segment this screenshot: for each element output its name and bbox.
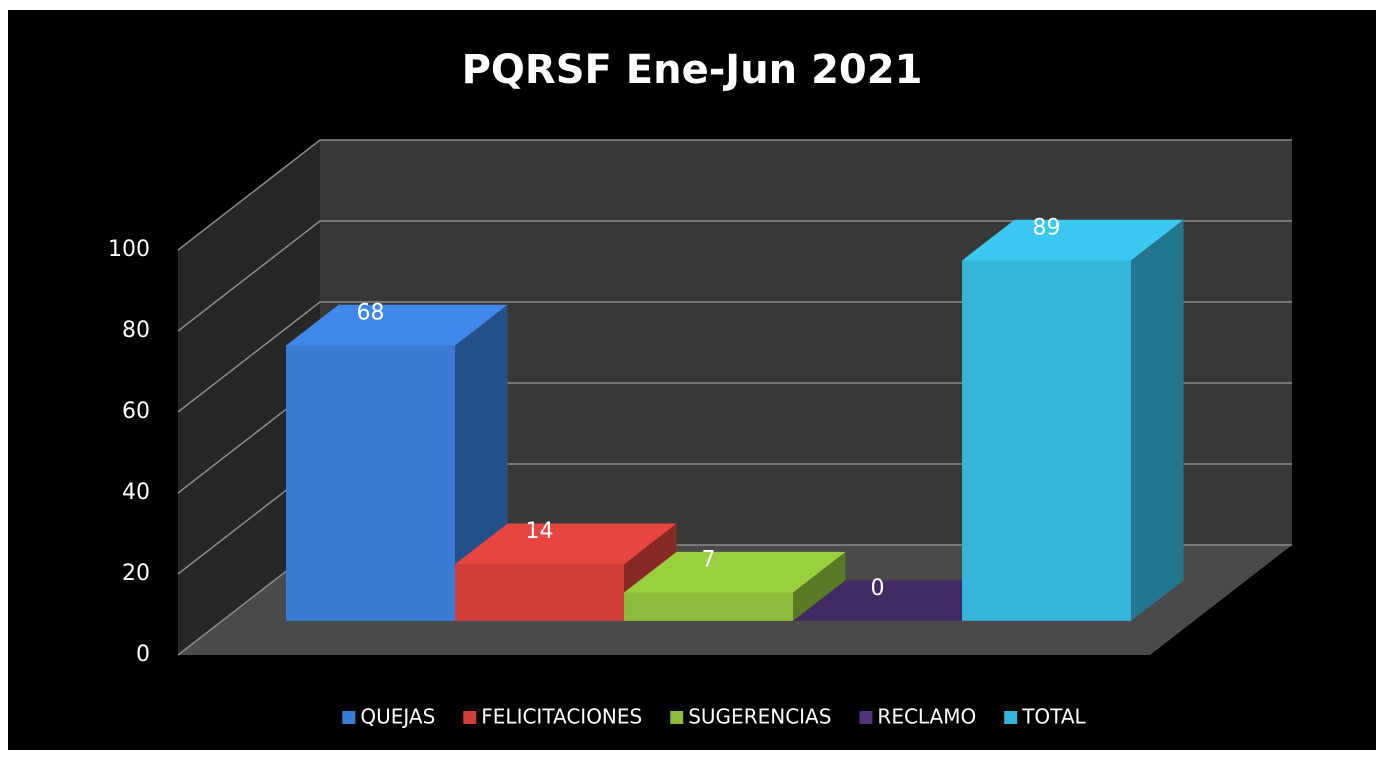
left-wall (178, 140, 320, 655)
bar (793, 580, 1015, 621)
value-label: 89 (1033, 215, 1061, 240)
bar (455, 523, 677, 621)
legend-label: RECLAMO (877, 705, 976, 729)
y-tick-label: 100 (108, 237, 150, 262)
bar (624, 551, 846, 621)
grid-line (177, 139, 1292, 251)
legend-marker (670, 711, 684, 724)
value-label: 0 (871, 576, 885, 601)
legend-marker (463, 711, 477, 724)
bar-top (455, 523, 677, 565)
value-label: 7 (702, 548, 716, 573)
legend-marker (342, 711, 356, 724)
bar-top (624, 551, 846, 593)
y-tick-label: 0 (136, 642, 150, 667)
y-tick-label: 80 (122, 318, 150, 343)
legend-label: SUGERENCIAS (688, 705, 831, 729)
value-label: 14 (526, 519, 554, 544)
chart-title: PQRSF Ene-Jun 2021 (462, 47, 923, 93)
bar-top (962, 219, 1184, 261)
value-label: 68 (357, 301, 385, 326)
bar-top (793, 580, 1015, 621)
y-tick-label: 60 (122, 399, 150, 424)
legend-marker (859, 711, 873, 724)
bar-front (455, 564, 625, 621)
legend-label: FELICITACIONES (481, 705, 642, 729)
bar-top (286, 304, 508, 346)
bar-side (793, 551, 846, 621)
legend: QUEJAS FELICITACIONES SUGERENCIAS RECLAMO TO… (342, 705, 1087, 729)
y-tick-label: 20 (122, 561, 150, 586)
grid-line (177, 220, 1292, 332)
bar (962, 219, 1184, 621)
legend-label: QUEJAS (360, 705, 435, 729)
bar-front (962, 260, 1132, 621)
bar-front (624, 592, 794, 621)
bar-side (1131, 219, 1184, 621)
legend-label: TOTAL (1021, 705, 1086, 729)
bar-front (286, 345, 456, 621)
legend-marker (1004, 711, 1018, 724)
y-tick-label: 40 (122, 480, 150, 505)
